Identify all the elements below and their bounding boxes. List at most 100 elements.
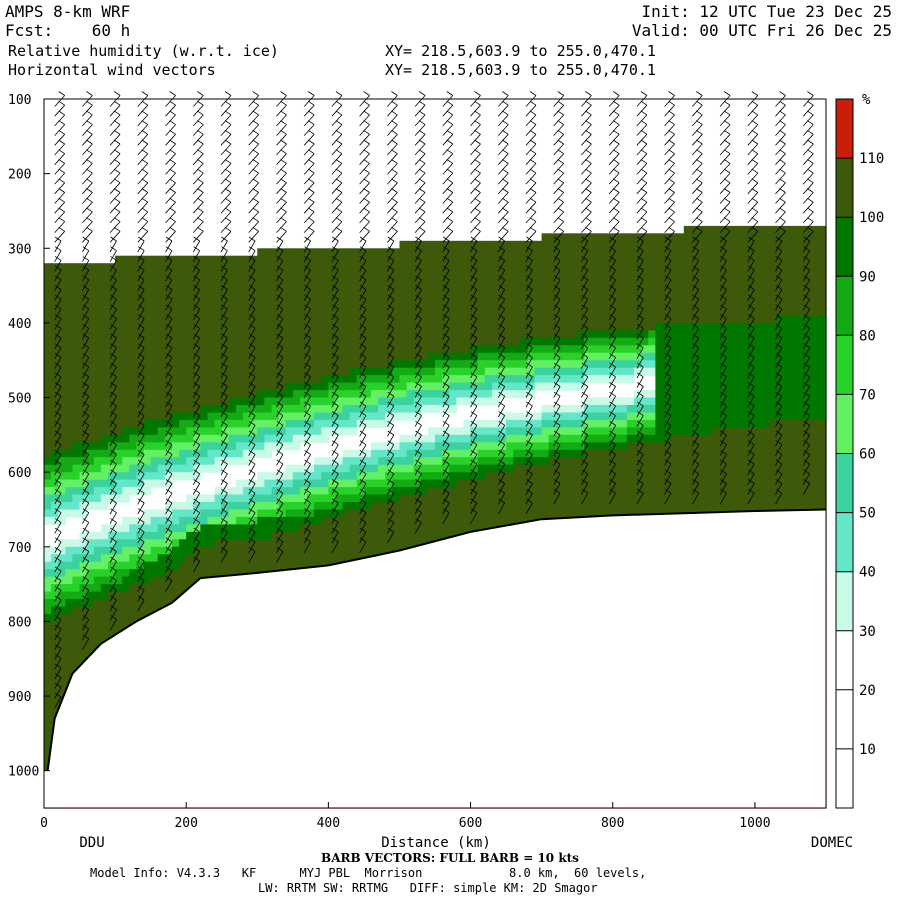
rh-cell <box>264 405 273 414</box>
rh-cell <box>349 531 358 540</box>
rh-cell <box>129 397 137 406</box>
rh-cell <box>136 419 145 428</box>
rh-cell <box>179 315 187 324</box>
rh-cell <box>179 584 187 593</box>
rh-cell <box>72 382 81 391</box>
rh-cell <box>307 405 315 414</box>
rh-cell <box>51 464 59 473</box>
rh-cell <box>491 345 500 354</box>
rh-cell <box>484 255 493 264</box>
rh-cell <box>79 591 88 600</box>
rh-cell <box>378 390 386 399</box>
rh-cell <box>442 472 450 481</box>
rh-cell <box>513 337 521 346</box>
rh-cell <box>143 509 152 518</box>
rh-cell <box>72 412 81 421</box>
rh-cell <box>342 248 351 257</box>
rh-cell <box>264 315 273 324</box>
rh-cell <box>115 546 123 555</box>
rh-cell <box>193 509 201 518</box>
rh-cell <box>484 330 493 339</box>
rh-cell <box>79 419 88 428</box>
rh-cell <box>157 330 166 339</box>
rh-cell <box>86 278 95 287</box>
rh-cell <box>527 285 536 294</box>
rh-cell <box>335 479 344 488</box>
rh-cell <box>179 531 187 540</box>
rh-cell <box>314 397 322 406</box>
rh-cell <box>349 524 358 533</box>
rh-cell <box>143 308 152 317</box>
rh-cell <box>491 457 500 466</box>
rh-cell <box>406 345 415 354</box>
rh-cell <box>72 293 81 302</box>
rh-cell <box>413 345 422 354</box>
rh-cell <box>299 263 308 272</box>
rh-cell <box>314 255 322 264</box>
rh-cell <box>264 516 273 525</box>
rh-cell <box>292 248 301 257</box>
rh-cell <box>449 293 457 302</box>
rh-cell <box>115 427 123 436</box>
rh-cell <box>292 419 301 428</box>
rh-cell <box>108 397 116 406</box>
rh-cell <box>93 546 102 555</box>
rh-cell <box>228 352 237 361</box>
rh-cell <box>477 419 486 428</box>
rh-cell <box>143 442 152 451</box>
rh-cell <box>435 345 443 354</box>
rh-cell <box>243 479 251 488</box>
rh-cell <box>271 412 280 421</box>
rh-cell <box>449 248 457 257</box>
rh-cell <box>314 412 322 421</box>
rh-cell <box>427 509 436 518</box>
rh-cell <box>499 270 507 279</box>
rh-cell <box>214 352 223 361</box>
rh-cell <box>44 352 52 361</box>
rh-cell <box>307 546 315 555</box>
rh-cell <box>264 524 273 533</box>
rh-cell <box>250 554 258 563</box>
rh-cell <box>44 606 52 615</box>
rh-cell <box>179 390 187 399</box>
rh-cell <box>100 524 109 533</box>
rh-cell <box>292 442 301 451</box>
rh-cell <box>371 502 379 511</box>
rh-cell <box>406 360 415 369</box>
rh-cell <box>349 509 358 518</box>
rh-cell <box>72 539 81 548</box>
rh-cell <box>115 479 123 488</box>
rh-cell <box>342 419 351 428</box>
rh-cell <box>491 479 500 488</box>
rh-cell <box>413 531 422 540</box>
rh-cell <box>513 322 521 331</box>
rh-cell <box>385 531 393 540</box>
rh-cell <box>520 337 528 346</box>
rh-cell <box>477 322 486 331</box>
rh-cell <box>179 382 187 391</box>
rh-cell <box>342 546 351 555</box>
rh-cell <box>292 322 301 331</box>
rh-cell <box>122 524 130 533</box>
rh-cell <box>435 531 443 540</box>
rh-cell <box>484 315 493 324</box>
rh-cell <box>250 509 258 518</box>
rh-cell <box>243 427 251 436</box>
rh-cell <box>228 457 237 466</box>
rh-cell <box>207 405 216 414</box>
rh-cell <box>484 322 493 331</box>
rh-cell <box>271 352 280 361</box>
rh-cell <box>122 442 130 451</box>
rh-cell <box>264 300 273 309</box>
rh-cell <box>143 599 152 608</box>
rh-cell <box>299 472 308 481</box>
rh-cell <box>392 263 400 272</box>
rh-cell <box>484 516 493 525</box>
rh-cell <box>193 263 201 272</box>
rh-cell <box>228 412 237 421</box>
rh-cell <box>122 554 130 563</box>
rh-cell <box>399 330 408 339</box>
rh-cell <box>136 255 145 264</box>
rh-cell <box>100 554 109 563</box>
rh-cell <box>314 248 322 257</box>
